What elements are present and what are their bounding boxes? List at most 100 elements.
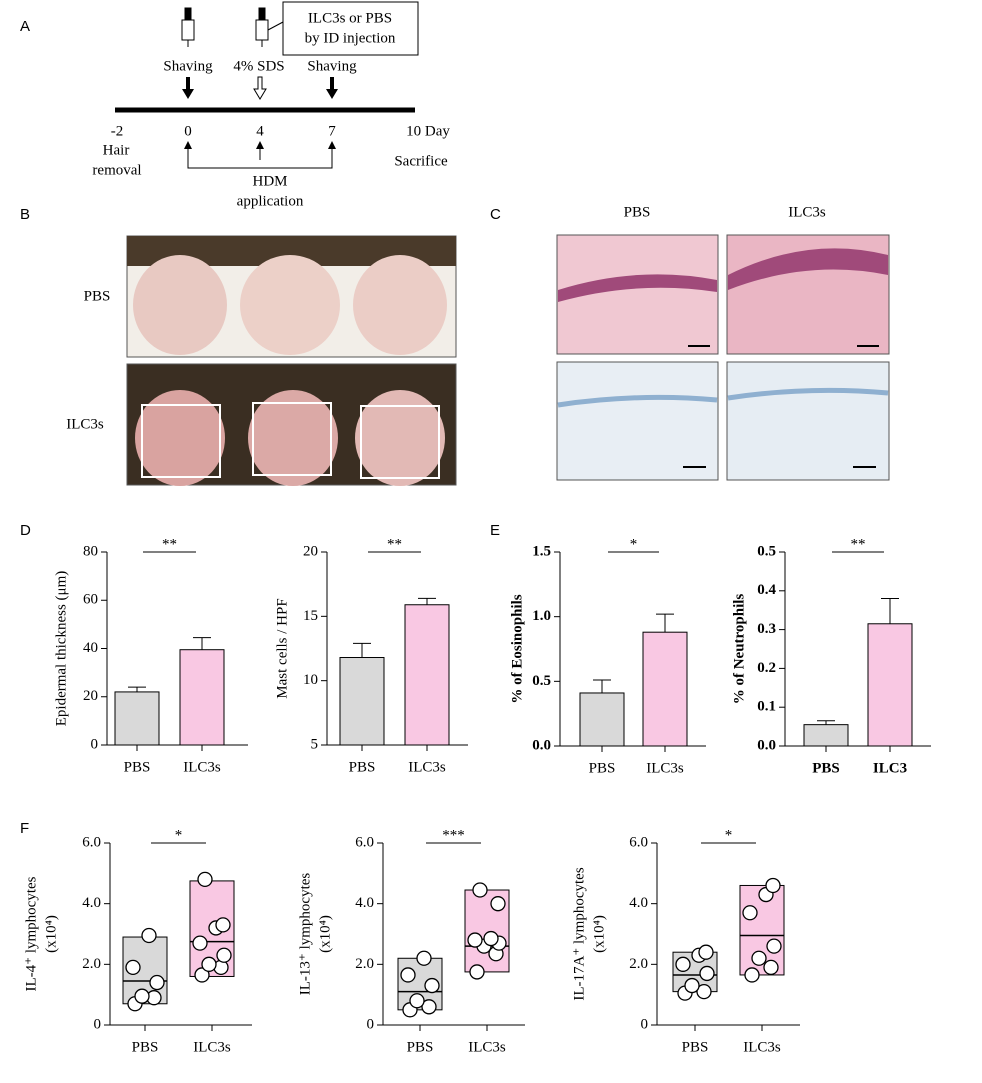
point xyxy=(409,993,425,1009)
y-axis-label: (x10⁴) xyxy=(317,915,333,953)
epidermis xyxy=(557,387,889,408)
box-text: by ID injection xyxy=(305,30,396,46)
x-tick-label: PBS xyxy=(349,759,376,775)
x-tick-label: ILC3s xyxy=(408,759,446,775)
y-tick-label: 0 xyxy=(367,1016,375,1032)
point xyxy=(201,956,217,972)
x-tick-label: ILC3 xyxy=(873,760,907,776)
point xyxy=(194,967,210,983)
significance: * xyxy=(630,536,638,552)
injection-box xyxy=(282,1,419,56)
timeline-note: Sacrifice xyxy=(394,153,448,169)
x-tick-label: ILC3s xyxy=(183,759,221,775)
point xyxy=(472,882,488,898)
bar xyxy=(642,631,688,747)
y-tick-label: 0.4 xyxy=(757,582,776,598)
significance: ** xyxy=(851,536,866,552)
x-tick-label: ILC3s xyxy=(743,1039,781,1055)
epidermis xyxy=(558,248,888,302)
x-tick-label: PBS xyxy=(132,1039,159,1055)
point xyxy=(765,877,781,894)
timeline-label: 10 Day xyxy=(406,123,450,139)
point xyxy=(141,927,157,944)
point xyxy=(675,956,691,972)
x-tick-label: ILC3s xyxy=(646,760,684,776)
y-tick-label: 2.0 xyxy=(82,956,101,972)
y-axis-label: % of Eosinophils xyxy=(509,594,525,703)
timeline-note: application xyxy=(237,193,304,209)
point xyxy=(763,959,779,976)
step-label: Shaving xyxy=(307,58,357,74)
point xyxy=(698,944,714,960)
significance: ** xyxy=(162,536,177,552)
panel-letter: E xyxy=(490,522,500,539)
timeline-label: 4 xyxy=(256,123,264,139)
y-tick-label: 2.0 xyxy=(629,956,648,972)
panel-letter: F xyxy=(20,820,29,837)
y-tick-label: 0.5 xyxy=(757,543,776,559)
y-axis-label: (x10⁴) xyxy=(591,915,607,953)
y-axis-label: (x10⁴) xyxy=(43,915,59,953)
point xyxy=(751,950,767,966)
point xyxy=(125,959,141,976)
box-text: ILC3s or PBS xyxy=(308,10,392,26)
mice xyxy=(135,390,445,486)
scale-bars xyxy=(683,345,879,468)
panel-a: A ILC3s or PBS by ID injection Shaving 4… xyxy=(20,1,450,209)
bar xyxy=(339,657,385,746)
point xyxy=(149,974,165,991)
y-tick-label: 20 xyxy=(83,688,98,704)
bar xyxy=(404,604,450,746)
timeline-note: removal xyxy=(92,162,141,178)
y-axis-label: IL-13⁺ lymphocytes xyxy=(297,873,313,996)
point xyxy=(684,977,700,994)
y-tick-label: 0.2 xyxy=(757,660,776,676)
point xyxy=(744,967,760,983)
x-tick-label: ILC3s xyxy=(193,1039,231,1055)
point xyxy=(766,938,782,954)
y-tick-label: 15 xyxy=(303,608,318,624)
significance: * xyxy=(175,827,183,843)
y-tick-label: 60 xyxy=(83,592,98,608)
y-tick-label: 4.0 xyxy=(82,895,101,911)
point xyxy=(469,964,485,980)
y-tick-label: 80 xyxy=(83,543,98,559)
y-tick-label: 0 xyxy=(91,736,99,752)
point xyxy=(696,983,712,1000)
point xyxy=(424,977,440,994)
y-tick-label: 6.0 xyxy=(355,834,374,850)
significance: ** xyxy=(387,536,402,552)
y-tick-label: 5 xyxy=(311,736,319,752)
significance: *** xyxy=(442,827,465,843)
y-tick-label: 40 xyxy=(83,640,98,656)
y-tick-label: 0 xyxy=(94,1016,102,1032)
row-label: PBS xyxy=(84,288,111,304)
bar xyxy=(114,691,160,746)
panel-c: C PBS ILC3s xyxy=(490,204,890,481)
y-tick-label: 0 xyxy=(641,1016,649,1032)
panel-letter: C xyxy=(490,206,501,223)
step-label: 4% SDS xyxy=(233,58,284,74)
y-tick-label: 0.0 xyxy=(757,737,776,753)
x-tick-label: PBS xyxy=(124,759,151,775)
y-axis-label: % of Neutrophils xyxy=(731,594,747,705)
syringe xyxy=(181,7,284,47)
point xyxy=(699,965,715,982)
x-tick-label: PBS xyxy=(812,760,840,776)
column-label: ILC3s xyxy=(788,204,826,220)
arrows xyxy=(115,76,415,169)
point xyxy=(134,988,150,1004)
point xyxy=(467,932,483,948)
panel-letter: A xyxy=(20,18,30,35)
timeline-label: 7 xyxy=(328,123,336,139)
timeline-label: 0 xyxy=(184,123,192,139)
y-tick-label: 20 xyxy=(303,543,318,559)
timeline-note: Hair xyxy=(103,142,130,158)
y-axis-label: Epidermal thickness (μm) xyxy=(53,571,69,727)
significance: * xyxy=(725,827,733,843)
point xyxy=(216,947,232,963)
x-tick-label: PBS xyxy=(682,1039,709,1055)
histology xyxy=(556,361,719,481)
